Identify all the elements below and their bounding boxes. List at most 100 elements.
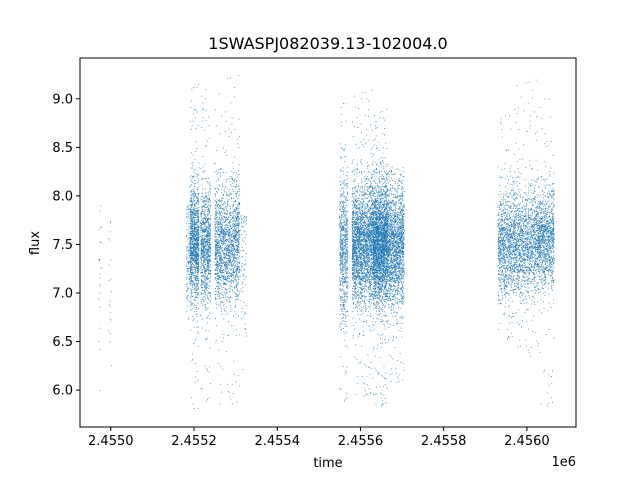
data-point — [227, 255, 229, 257]
data-point — [220, 228, 222, 230]
data-point — [187, 237, 189, 239]
data-point — [109, 300, 111, 302]
data-point — [340, 243, 342, 245]
data-point — [190, 205, 192, 207]
data-point — [221, 302, 223, 304]
data-point — [218, 93, 220, 95]
data-point — [229, 237, 231, 239]
data-point — [343, 181, 344, 183]
data-point — [215, 248, 217, 250]
data-point — [224, 233, 226, 235]
data-point — [219, 248, 221, 250]
data-point — [237, 239, 239, 241]
data-point — [209, 252, 211, 254]
data-point — [223, 249, 225, 250]
data-point — [195, 241, 197, 243]
data-point — [219, 184, 221, 186]
data-point — [193, 225, 195, 227]
data-point — [221, 301, 223, 303]
data-point — [197, 278, 199, 280]
data-point — [216, 212, 218, 214]
data-point — [217, 233, 219, 235]
data-point — [209, 274, 211, 276]
data-point — [239, 202, 240, 204]
data-point — [340, 264, 342, 266]
data-point — [343, 190, 344, 192]
data-point — [219, 365, 221, 367]
data-point — [197, 213, 199, 214]
data-point — [228, 195, 230, 197]
data-point — [346, 175, 348, 177]
data-point — [346, 298, 348, 300]
data-point — [340, 227, 342, 229]
data-point — [231, 245, 233, 247]
data-point — [219, 237, 221, 239]
data-point — [196, 87, 198, 89]
data-point — [233, 246, 235, 248]
data-point — [224, 242, 226, 244]
data-point — [342, 265, 344, 267]
data-point — [237, 222, 239, 224]
data-point — [202, 265, 203, 267]
data-point — [220, 260, 222, 262]
data-point — [227, 250, 229, 252]
data-point — [202, 201, 204, 203]
data-point — [227, 78, 229, 79]
data-point — [223, 291, 225, 293]
data-point — [203, 270, 205, 271]
data-point — [238, 195, 240, 197]
data-point — [237, 250, 239, 252]
data-point — [226, 213, 228, 215]
data-point — [238, 240, 240, 242]
data-point — [222, 222, 224, 224]
data-point — [200, 241, 202, 243]
data-point — [228, 244, 230, 246]
data-point — [236, 180, 238, 182]
data-point — [221, 232, 223, 234]
data-point — [189, 177, 191, 179]
data-point — [233, 314, 235, 316]
data-point — [206, 260, 208, 262]
data-point — [235, 275, 237, 277]
data-point — [366, 262, 368, 264]
data-point — [194, 277, 196, 279]
data-point — [205, 177, 207, 179]
data-point — [227, 217, 229, 219]
data-point — [219, 256, 221, 258]
data-point — [186, 298, 188, 300]
data-point — [236, 251, 237, 253]
data-point — [209, 281, 211, 283]
data-point — [344, 245, 346, 246]
data-point — [194, 117, 196, 119]
data-point — [209, 182, 211, 184]
data-point — [231, 275, 233, 276]
data-point — [339, 239, 341, 241]
data-point — [238, 246, 240, 248]
data-point — [196, 327, 198, 328]
data-point — [217, 230, 219, 232]
data-point — [197, 214, 199, 215]
data-point — [343, 182, 345, 184]
data-point — [341, 193, 343, 195]
data-point — [206, 318, 208, 319]
data-point — [188, 281, 190, 283]
data-point — [238, 212, 240, 214]
data-point — [226, 245, 228, 247]
data-point — [347, 277, 349, 279]
data-point — [223, 318, 225, 320]
data-point — [342, 167, 344, 169]
data-point — [228, 255, 230, 257]
data-point — [206, 230, 207, 232]
data-point — [200, 300, 202, 302]
data-point — [229, 300, 231, 302]
data-point — [356, 251, 358, 253]
data-point — [215, 204, 217, 206]
data-point — [345, 248, 347, 250]
data-point — [203, 254, 205, 256]
data-point — [344, 315, 346, 316]
data-point — [237, 267, 239, 269]
data-point — [230, 240, 232, 242]
data-point — [190, 246, 191, 248]
data-point — [215, 249, 217, 251]
data-point — [345, 238, 347, 240]
